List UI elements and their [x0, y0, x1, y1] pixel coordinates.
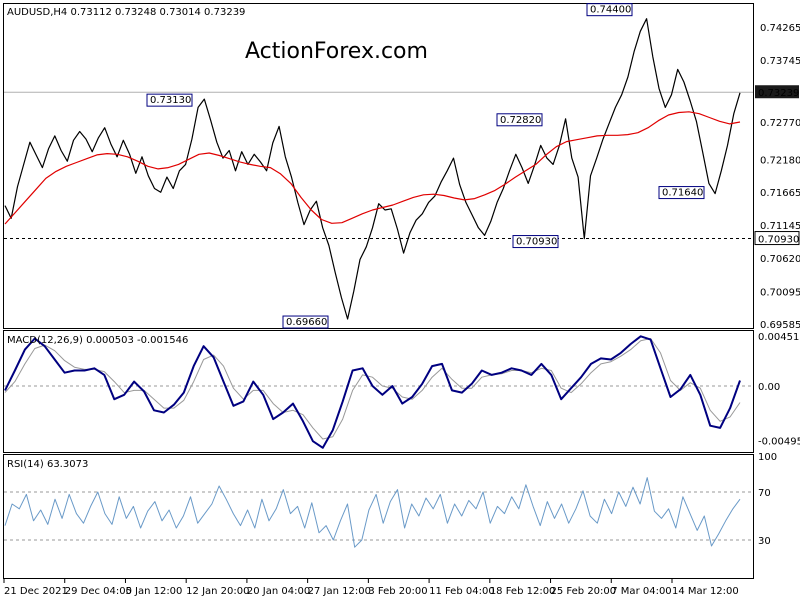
price-series-line	[4, 18, 741, 320]
price-panel	[3, 3, 754, 329]
price-tick-label: 0.69585	[760, 320, 800, 331]
annotation-box	[496, 113, 543, 127]
x-tick-label: 12 Jan 20:00	[186, 586, 249, 597]
moving-average-line	[4, 111, 741, 225]
annotation-label: 0.70930	[516, 237, 557, 248]
rsi-panel	[3, 454, 754, 579]
annotation-box	[658, 186, 705, 200]
current-price-tag	[755, 85, 799, 99]
x-tick-label: 18 Feb 12:00	[490, 586, 556, 597]
annotation-label: 0.73130	[150, 95, 191, 106]
level-price-tag	[754, 231, 800, 246]
level-price-tag-label: 0.70930	[758, 235, 799, 246]
x-tick-label: 5 Jan 12:00	[125, 586, 182, 597]
macd-tick-label: 0.004517	[758, 332, 800, 343]
rsi-tick-label: 100	[758, 452, 777, 463]
price-tick-label: 0.73745	[760, 56, 800, 67]
x-tick-label: 21 Dec 2021	[4, 586, 68, 597]
price-tick-label: 0.70095	[760, 287, 800, 298]
x-tick-label: 27 Jan 12:00	[308, 586, 371, 597]
axes-group: 0.74265 0.73745 0.73239 0.72770 0.72180 0.716…	[3, 23, 800, 597]
price-tick-label: 0.72180	[760, 155, 800, 166]
macd-header: MACD(12,26,9) 0.000503 -0.001546	[7, 335, 188, 346]
annotation-box	[146, 93, 193, 107]
watermark: ActionForex.com	[245, 39, 428, 64]
macd-line	[4, 335, 741, 449]
rsi-tick-label: 30	[758, 536, 771, 547]
annotation-label: 0.72820	[500, 115, 541, 126]
rsi-header: RSI(14) 63.3073	[7, 459, 88, 470]
macd-series-group	[4, 335, 753, 449]
rsi-line	[4, 477, 741, 548]
annotation-label: 0.69660	[286, 317, 327, 328]
annotation-box	[512, 235, 559, 249]
x-tick-label: 3 Feb 20:00	[368, 586, 427, 597]
x-tick-label: 7 Mar 04:00	[611, 586, 671, 597]
price-tick-label: 0.74265	[760, 23, 800, 34]
current-price-tag-label: 0.73239	[758, 88, 799, 99]
x-tick-label: 29 Dec 04:00	[65, 586, 132, 597]
price-tick-label: 0.72770	[760, 118, 800, 129]
price-tick-label: 0.71145	[760, 221, 800, 232]
annotation-box	[586, 3, 633, 17]
x-tick-label: 25 Feb 20:00	[551, 586, 617, 597]
price-header: AUDUSD,H4 0.73112 0.73248 0.73014 0.7323…	[7, 7, 245, 18]
annotation-box	[282, 315, 329, 329]
x-tick-label: 14 Mar 12:00	[672, 586, 739, 597]
price-tick-label: 0.70620	[760, 254, 800, 265]
macd-tick-label: -0.00495	[758, 437, 800, 448]
price-tick-label: 0.71665	[760, 188, 800, 199]
x-tick-label: 20 Jan 04:00	[247, 586, 310, 597]
rsi-series-group	[4, 477, 753, 548]
annotation-label: 0.74400	[590, 5, 631, 16]
rsi-tick-label: 70	[758, 488, 771, 499]
x-tick-label: 11 Feb 04:00	[429, 586, 495, 597]
macd-tick-label: 0.00	[758, 382, 780, 393]
annotation-label: 0.71640	[662, 188, 703, 199]
price-series-group: 0.74400 0.73130 0.72820 0.71640 0.70930 0.696…	[4, 3, 753, 329]
